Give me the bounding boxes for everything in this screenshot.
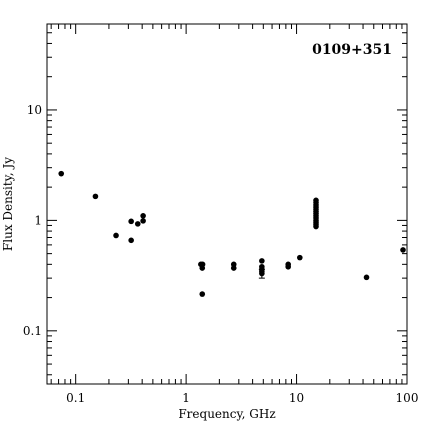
y-tick-label: 10 (27, 103, 42, 117)
x-tick-label: 10 (289, 391, 304, 405)
data-point (128, 218, 134, 225)
x-axis-title: Frequency, GHz (178, 407, 275, 421)
y-tick-label: 0.1 (23, 324, 42, 338)
y-axis-title: Flux Density, Jy (1, 157, 15, 251)
axis-ticks (47, 23, 408, 384)
data-point (199, 261, 206, 268)
y-tick-label: 1 (34, 213, 42, 227)
data-point (259, 258, 265, 264)
x-tick-label: 1 (182, 391, 190, 405)
data-point (297, 254, 303, 261)
data-point (259, 270, 265, 277)
source-label: 0109+351 (312, 42, 392, 58)
data-points (58, 170, 406, 297)
plot-frame (46, 23, 408, 385)
data-point (140, 218, 146, 224)
data-point (400, 247, 406, 253)
data-point (113, 232, 119, 239)
data-point (363, 274, 370, 281)
data-point (313, 223, 319, 230)
data-point (92, 193, 99, 200)
x-tick-label: 100 (396, 391, 419, 405)
data-point (128, 237, 134, 244)
data-point (140, 213, 146, 219)
data-point (285, 263, 291, 270)
axis-tick-labels: 0.1 1 10 100 0.1 1 10 (23, 103, 419, 405)
data-point (58, 170, 65, 177)
data-point (134, 221, 141, 227)
data-point (230, 265, 237, 271)
x-tick-label: 0.1 (66, 391, 85, 405)
data-point (199, 291, 206, 297)
